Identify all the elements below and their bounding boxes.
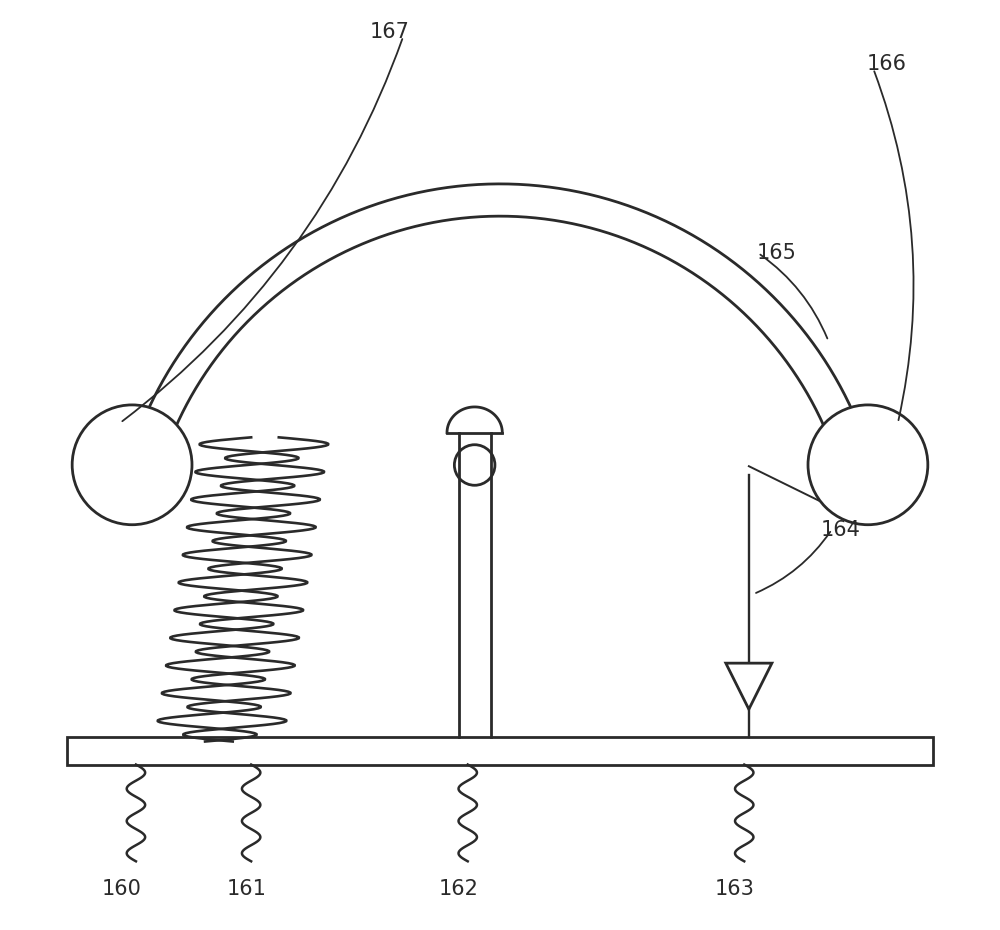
Text: 162: 162 <box>439 879 478 899</box>
Circle shape <box>72 405 192 525</box>
Polygon shape <box>726 663 772 710</box>
Text: 160: 160 <box>102 879 142 899</box>
FancyBboxPatch shape <box>67 737 933 764</box>
Circle shape <box>808 405 928 525</box>
Text: 161: 161 <box>227 879 266 899</box>
Text: 166: 166 <box>867 54 907 74</box>
Text: 163: 163 <box>715 879 755 899</box>
Text: 167: 167 <box>369 21 409 42</box>
Circle shape <box>454 445 495 485</box>
Text: 164: 164 <box>821 520 861 539</box>
Text: 165: 165 <box>757 243 796 263</box>
